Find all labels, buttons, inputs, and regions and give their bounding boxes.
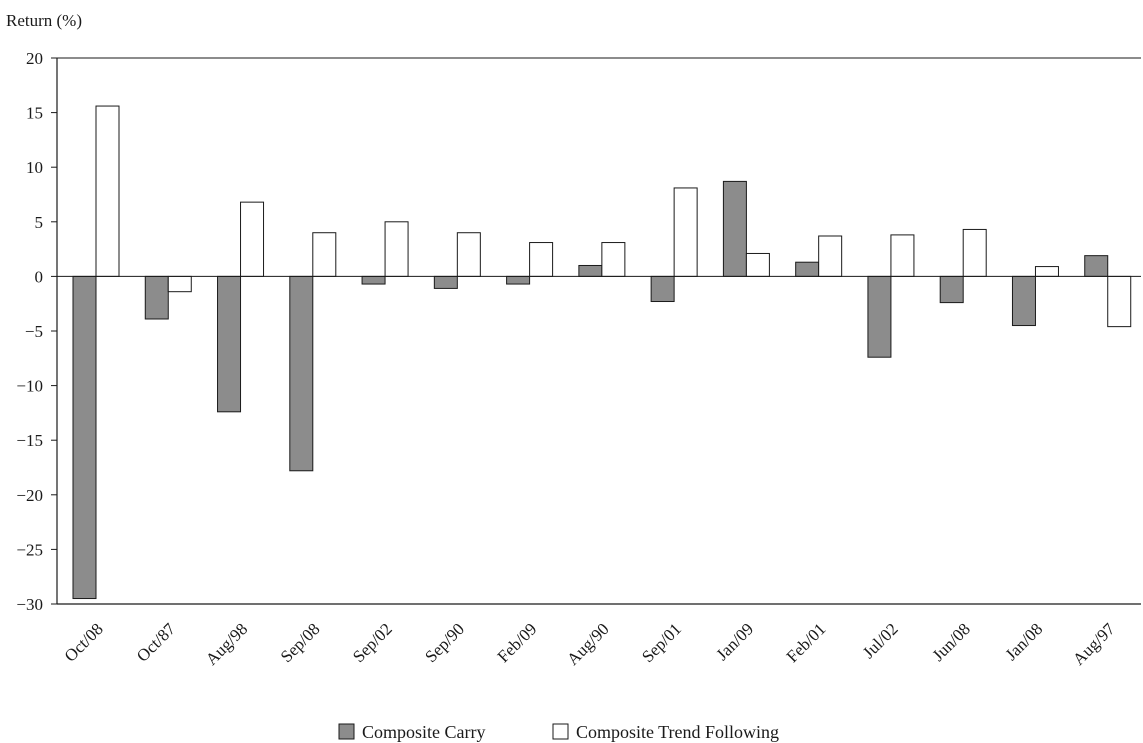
legend-label: Composite Trend Following — [576, 722, 779, 742]
y-tick-label: 0 — [35, 267, 44, 286]
y-tick-label: −25 — [16, 540, 43, 559]
bar-composite-carry-sep-02 — [361, 275, 386, 285]
bar-composite-trend-following-jan-08 — [1034, 266, 1059, 277]
x-tick-label: Jan/08 — [1001, 619, 1046, 664]
axes-frame — [56, 57, 1141, 605]
x-tick-label: Oct/08 — [61, 619, 107, 665]
bar-composite-carry-jun-08 — [939, 275, 964, 304]
x-tick-label: Sep/01 — [638, 619, 685, 666]
bar-composite-carry-feb-01 — [795, 261, 820, 277]
legend-label: Composite Carry — [362, 722, 486, 742]
legend-swatch — [552, 723, 569, 740]
bar-composite-trend-following-oct-87 — [167, 275, 192, 293]
x-tick-label: Aug/97 — [1069, 619, 1119, 669]
y-axis-ticks: 20 15 10 5 0 −5 −10 −15 −20 −25 −30 — [16, 49, 57, 614]
x-tick-label: Jun/08 — [929, 619, 974, 664]
x-tick-label: Aug/90 — [563, 619, 612, 668]
x-tick-label: Feb/09 — [494, 619, 541, 666]
bar-composite-carry-sep-08 — [289, 275, 314, 472]
bar-composite-carry-oct-08 — [72, 275, 97, 600]
bar-composite-trend-following-feb-01 — [818, 235, 843, 277]
x-tick-label: Aug/98 — [202, 619, 251, 668]
bar-composite-carry-aug-97 — [1084, 255, 1109, 277]
x-tick-label: Feb/01 — [783, 619, 830, 666]
bar-composite-trend-following-sep-01 — [673, 187, 698, 277]
x-tick-label: Sep/02 — [349, 619, 396, 666]
bar-composite-carry-aug-90 — [578, 264, 603, 277]
legend: Composite Carry Composite Trend Following — [338, 722, 779, 742]
x-axis-labels: Oct/08 Oct/87 Aug/98 Sep/08 Sep/02 Sep/90 Feb/… — [61, 619, 1119, 669]
bar-composite-trend-following-aug-90 — [601, 242, 626, 277]
bar-composite-trend-following-sep-08 — [312, 232, 337, 277]
x-tick-label: Oct/87 — [133, 619, 180, 666]
y-tick-label: −20 — [16, 486, 43, 505]
bar-composite-trend-following-sep-90 — [456, 232, 481, 277]
y-tick-label: −10 — [16, 377, 43, 396]
legend-swatch — [338, 723, 355, 740]
bar-composite-carry-oct-87 — [144, 275, 169, 320]
y-tick-label: 20 — [26, 49, 43, 68]
bar-composite-trend-following-jul-02 — [890, 234, 915, 277]
x-tick-label: Jan/09 — [712, 619, 757, 664]
y-tick-label: 5 — [35, 213, 44, 232]
y-tick-label: −30 — [16, 595, 43, 614]
bar-composite-trend-following-aug-98 — [240, 201, 265, 277]
bar-composite-carry-aug-98 — [217, 275, 242, 413]
bar-composite-trend-following-jan-09 — [745, 252, 770, 277]
x-tick-label: Jul/02 — [859, 619, 902, 662]
x-tick-label: Sep/90 — [421, 619, 468, 666]
y-axis-title: Return (%) — [6, 11, 82, 30]
bar-composite-trend-following-oct-08 — [95, 105, 120, 277]
bar-composite-carry-feb-09 — [506, 275, 531, 285]
bar-composite-carry-jan-08 — [1011, 275, 1036, 327]
x-tick-label: Sep/08 — [277, 619, 324, 666]
y-tick-label: 10 — [26, 158, 43, 177]
bar-composite-carry-jul-02 — [867, 275, 892, 358]
bar-composite-trend-following-feb-09 — [529, 242, 554, 277]
bar-composite-carry-jan-09 — [722, 180, 747, 277]
y-tick-label: −15 — [16, 431, 43, 450]
y-tick-label: −5 — [25, 322, 43, 341]
y-tick-label: 15 — [26, 104, 43, 123]
bar-composite-carry-sep-01 — [650, 275, 675, 303]
bar-series-group — [72, 105, 1132, 600]
bar-composite-trend-following-aug-97 — [1107, 275, 1132, 328]
bar-composite-trend-following-sep-02 — [384, 221, 409, 277]
bar-composite-carry-sep-90 — [433, 275, 458, 289]
bar-composite-trend-following-jun-08 — [962, 228, 987, 277]
